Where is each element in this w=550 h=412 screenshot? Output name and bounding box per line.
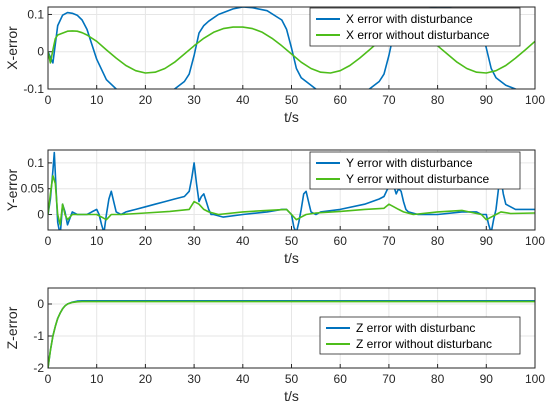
x-tick-label: 100 [525, 93, 545, 107]
series-line-without-disturbance [48, 175, 535, 226]
axes-frame [47, 6, 536, 90]
x-tick-label: 80 [431, 372, 445, 386]
x-axis-label: t/s [284, 388, 299, 404]
y-tick-label: 0 [37, 208, 44, 222]
x-tick-label: 30 [187, 234, 201, 248]
x-tick-label: 50 [285, 372, 299, 386]
y-tick-label: 0.05 [21, 182, 45, 196]
y-axis-label: Y-error [4, 169, 20, 212]
legend-entry: Y error with disturbance [346, 156, 473, 170]
x-tick-label: 20 [139, 93, 153, 107]
x-tick-label: 20 [139, 234, 153, 248]
x-tick-label: 50 [285, 234, 299, 248]
x-tick-label: 30 [187, 93, 201, 107]
x-tick-label: 100 [525, 372, 545, 386]
legend-entry: X error without disturbance [346, 28, 490, 42]
legend: Z error with disturbanc Z error without d… [319, 316, 521, 355]
x-tick-label: 40 [236, 93, 250, 107]
x-tick-label: 0 [45, 372, 52, 386]
series-line-without-disturbance [48, 300, 535, 368]
y-tick-label: 0 [37, 297, 44, 311]
x-tick-label: 0 [45, 234, 52, 248]
legend-entry: X error with disturbance [346, 12, 473, 26]
legend-box [309, 7, 521, 47]
x-tick-label: 80 [431, 93, 445, 107]
x-tick-label: 90 [480, 372, 494, 386]
legend-entry: Z error with disturbanc [356, 321, 475, 335]
x-tick-label: 10 [90, 372, 104, 386]
series-line-without-disturbance [48, 26, 535, 74]
x-tick-label: 90 [480, 234, 494, 248]
x-axis-label: t/s [284, 250, 299, 266]
y-axis-label: X-error [4, 26, 20, 70]
y-tick-label: -1 [33, 329, 44, 343]
x-tick-label: 60 [334, 372, 348, 386]
legend-box [319, 316, 521, 355]
legend: X error with disturbance X error without … [309, 7, 521, 47]
y-tick-label: 0 [37, 45, 44, 59]
axes-frame [47, 149, 536, 231]
subplot-2: 0 10 20 30 40 50 60 70 80 90 100 0 0.05 0.1 t/s Y-error… [4, 149, 545, 266]
y-tick-label: -2 [33, 361, 44, 375]
axes-frame [47, 287, 536, 369]
x-tick-label: 20 [139, 372, 153, 386]
x-tick-label: 10 [90, 234, 104, 248]
series-line-with-disturbance [48, 151, 535, 230]
series-line-with-disturbance [48, 7, 518, 89]
x-axis-label: t/s [284, 109, 299, 125]
x-tick-label: 90 [480, 93, 494, 107]
y-tick-label: 0.1 [27, 156, 44, 170]
x-tick-label: 60 [334, 234, 348, 248]
x-tick-label: 70 [382, 93, 396, 107]
legend-entry: Z error without disturbanc [356, 337, 492, 351]
y-axis-label: Z-error [4, 306, 20, 349]
x-tick-label: 50 [285, 93, 299, 107]
x-tick-label: 60 [334, 93, 348, 107]
x-tick-label: 30 [187, 372, 201, 386]
x-tick-label: 10 [90, 93, 104, 107]
y-tick-label: 0.1 [27, 7, 44, 21]
x-tick-label: 70 [382, 372, 396, 386]
x-tick-label: 70 [382, 234, 396, 248]
legend-box [309, 151, 521, 190]
subplot-3: 0 10 20 30 40 50 60 70 80 90 100 -2 -1 0 t/s Z-error Z e… [4, 287, 545, 404]
legend-entry: Y error without disturbance [346, 172, 490, 186]
x-tick-label: 100 [525, 234, 545, 248]
x-tick-label: 0 [45, 93, 52, 107]
subplot-1: 0 10 20 30 40 50 60 70 80 90 100-0.100.1t/sX-error… [4, 6, 545, 125]
legend: Y error with disturbance Y error without … [309, 151, 521, 190]
y-tick-label: -0.1 [23, 82, 44, 96]
x-tick-label: 80 [431, 234, 445, 248]
x-tick-label: 40 [236, 372, 250, 386]
x-tick-label: 40 [236, 234, 250, 248]
